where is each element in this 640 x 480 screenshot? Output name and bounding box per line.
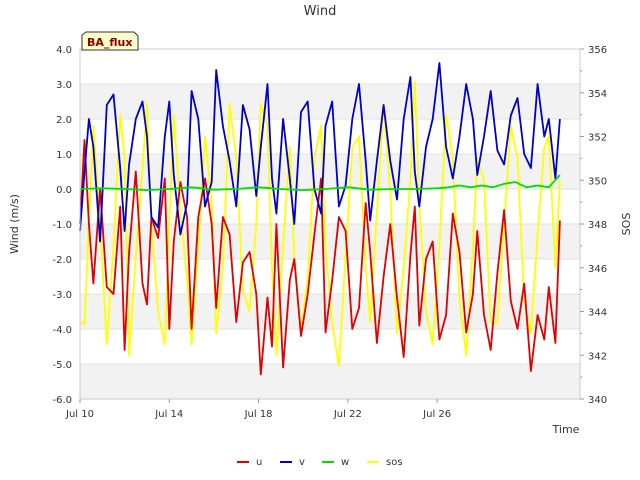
y-axis-left: 4.0 3.0 2.0 1.0 0.0 -1.0 -2.0 -3.0 -4.0 -5.0 -6.0 [52,45,72,406]
x-tick-label: Jul 10 [65,409,94,420]
y-tick-label: 1.0 [56,150,72,161]
y2-tick-label: 350 [588,176,607,187]
y-axis-right: 356 354 352 350 348 346 344 342 340 [580,45,607,406]
legend-label: u [256,457,262,468]
y2-tick-label: 340 [588,395,607,406]
y2-axis-label: SOS [620,213,633,236]
y2-tick-label: 346 [588,264,607,275]
x-tick-label: Jul 14 [154,409,183,420]
x-axis: Jul 10 Jul 14 Jul 18 Jul 22 Jul 26 [65,399,451,420]
y-tick-label: -6.0 [52,395,72,406]
plot-band [80,224,580,259]
y2-tick-label: 354 [588,89,607,100]
series-line-u [79,139,561,376]
y2-tick-label: 348 [588,220,607,231]
y-tick-label: -5.0 [52,360,72,371]
y-axis-label: Wind (m/s) [8,194,21,254]
legend-label: v [299,457,305,468]
plot-bands [80,84,580,399]
legend-item-v: v [280,457,305,468]
y2-tick-label: 344 [588,308,607,319]
y-tick-label: -4.0 [52,325,72,336]
site-badge-box [81,31,139,51]
x-tick-label: Jul 18 [244,409,273,420]
y2-tick-label: 342 [588,351,607,362]
legend-label: w [341,457,349,468]
legend-label: sos [386,457,403,468]
y-tick-label: 3.0 [56,80,72,91]
y2-tick-label: 352 [588,133,607,144]
y-tick-label: 4.0 [56,45,72,56]
site-badge-label: BA_flux [87,36,132,49]
series-line-w [79,174,561,192]
plot-band [80,84,580,119]
x-axis-label: Time [552,423,580,436]
series-layer [79,62,561,376]
legend-item-u: u [237,457,262,468]
y-tick-label: 0.0 [56,185,72,196]
y-tick-label: 2.0 [56,115,72,126]
legend: u v w sos [237,457,403,468]
legend-item-w: w [322,457,349,468]
x-tick-label: Jul 26 [422,409,451,420]
plot-band [80,364,580,399]
y-tick-label: -1.0 [52,220,72,231]
y-tick-label: -3.0 [52,290,72,301]
site-badge: BA_flux [81,31,139,51]
y2-tick-label: 356 [588,45,607,56]
x-tick-label: Jul 22 [333,409,362,420]
series-line-v [79,62,561,243]
chart-title: Wind [304,4,337,19]
y-tick-label: -2.0 [52,255,72,266]
legend-item-sos: sos [367,457,403,468]
